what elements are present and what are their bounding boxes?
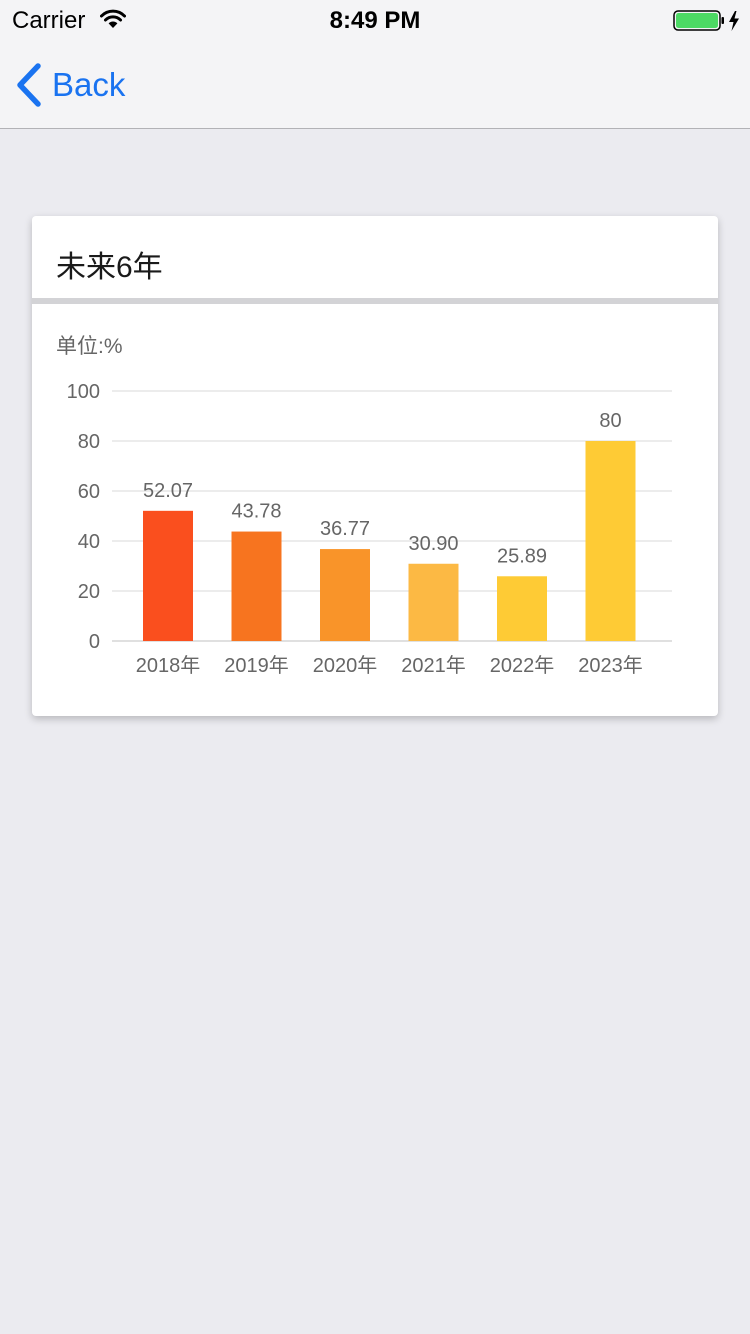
bar-chart: 0 20 40 60 80 100 52.07 2018年 43.78 2019年 36.77 202… — [67, 381, 672, 677]
bar — [231, 531, 282, 641]
y-tick-label: 20 — [78, 581, 100, 603]
bar — [143, 510, 193, 641]
bar-value-label: 52.07 — [143, 480, 193, 502]
back-button[interactable]: Back — [14, 62, 125, 108]
bar-value-label: 25.89 — [497, 545, 547, 567]
wifi-icon — [100, 9, 126, 28]
navigation-bar: Back — [0, 40, 750, 129]
bar — [497, 576, 547, 641]
card-divider — [32, 298, 718, 304]
y-tick-label: 80 — [78, 431, 100, 453]
x-tick-label: 2019年 — [224, 654, 289, 677]
x-tick-label: 2021年 — [401, 654, 466, 677]
unit-label: 单位:% — [56, 335, 123, 358]
bar-value-label: 30.90 — [408, 533, 458, 555]
bar-value-label: 80 — [599, 410, 621, 432]
bar-value-label: 36.77 — [320, 518, 370, 540]
chevron-left-icon — [17, 63, 41, 107]
chart-card: 未来6年 单位:% 0 20 40 60 80 100 52.07 2018年 43.78 201… — [32, 216, 718, 716]
x-tick-label: 2023年 — [578, 654, 643, 677]
battery-level — [676, 13, 718, 28]
y-tick-label: 60 — [78, 481, 100, 503]
carrier-label: Carrier — [12, 7, 86, 34]
x-tick-label: 2018年 — [136, 654, 201, 677]
x-tick-label: 2022年 — [490, 654, 555, 677]
y-tick-label: 100 — [67, 381, 100, 403]
bar — [585, 441, 636, 641]
bar-value-label: 43.78 — [231, 501, 281, 523]
bar — [408, 563, 459, 641]
x-tick-label: 2020年 — [313, 654, 378, 677]
status-bar: Carrier 8:49 PM — [0, 0, 750, 40]
charging-icon — [729, 11, 739, 31]
clock: 8:49 PM — [329, 7, 421, 34]
card-title: 未来6年 — [56, 251, 163, 284]
y-tick-label: 40 — [78, 531, 100, 553]
bar — [320, 549, 370, 641]
y-tick-label: 0 — [89, 631, 100, 653]
back-button-label: Back — [52, 66, 126, 103]
battery-icon — [673, 10, 739, 31]
